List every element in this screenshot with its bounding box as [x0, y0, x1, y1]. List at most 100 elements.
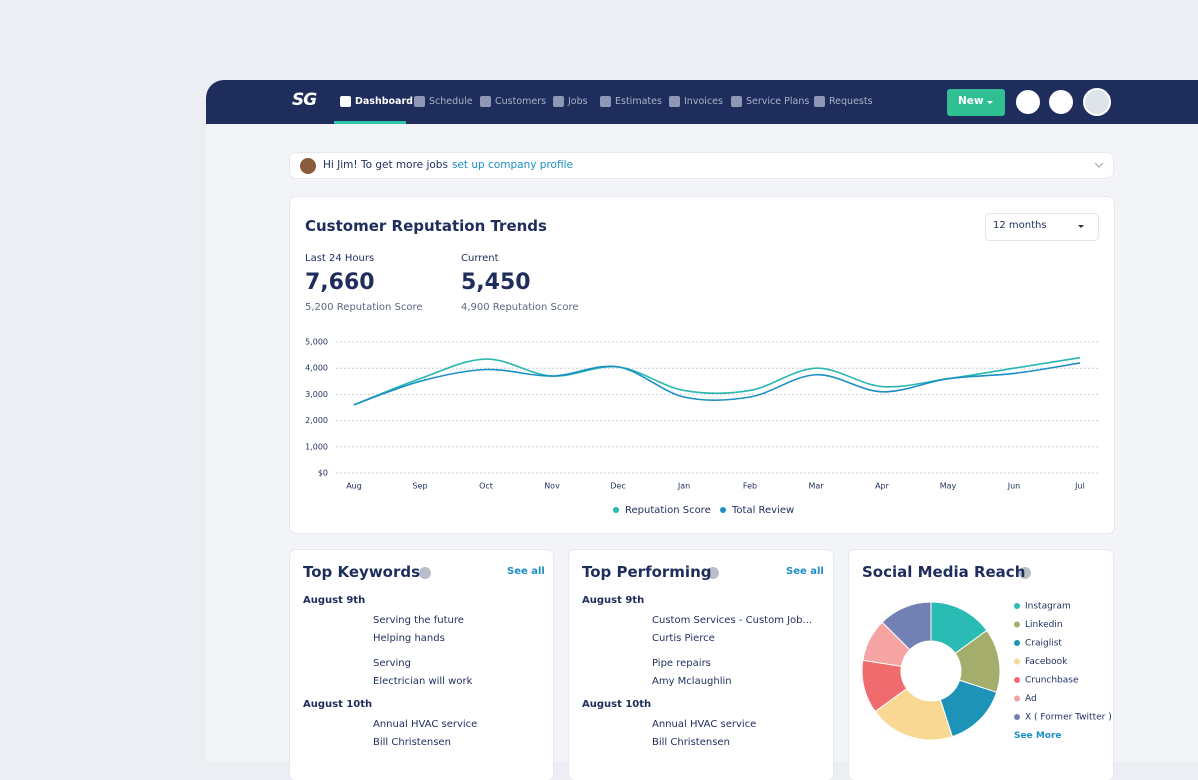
item-subtitle: Helping hands	[373, 633, 445, 644]
nav-item[interactable]: Service Plans	[746, 96, 810, 107]
date-label: August 10th	[582, 699, 652, 710]
item-title: Custom Services - Custom Job...	[652, 615, 813, 626]
card-title: Top Keywords	[303, 563, 421, 581]
new-button	[947, 89, 1005, 116]
new-button-label[interactable]: New	[958, 95, 984, 107]
legend-label: Reputation Score	[625, 505, 711, 516]
x-tick-label: Feb	[743, 482, 757, 491]
legend-dot	[1014, 695, 1020, 702]
reputation-card	[290, 197, 1114, 533]
stat-value: 5,450	[461, 270, 531, 295]
legend-label: Total Review	[731, 505, 794, 516]
legend-dot	[1014, 603, 1020, 609]
legend-dot	[1014, 714, 1020, 720]
nav-icon	[553, 96, 564, 107]
donut-segment	[881, 601, 932, 651]
y-tick-label: $0	[318, 469, 328, 478]
nav-item[interactable]: Estimates	[615, 96, 662, 107]
logo: SG	[292, 90, 317, 110]
item-subtitle: Bill Christensen	[373, 737, 451, 748]
see-all[interactable]: See all	[507, 566, 545, 577]
item-title: Serving	[373, 658, 411, 669]
item-title: Pipe repairs	[652, 658, 711, 669]
nav-item[interactable]: Dashboard	[355, 96, 413, 107]
x-tick-label: Apr	[875, 482, 890, 491]
item-title: Annual HVAC service	[652, 719, 757, 730]
legend-label: Ad	[1025, 694, 1037, 704]
item-subtitle: Bill Christensen	[652, 737, 730, 748]
item-title: Serving the future	[373, 615, 464, 626]
legend-dot	[1014, 640, 1020, 646]
nav-icon	[414, 96, 425, 107]
legend-dot	[613, 507, 619, 513]
active-underline	[334, 121, 406, 124]
nav-icon	[600, 96, 611, 107]
see-all[interactable]: See all	[786, 566, 824, 577]
stat-sub: 4,900 Reputation Score	[461, 302, 579, 313]
x-tick-label: Jan	[677, 482, 690, 491]
y-tick-label: 4,000	[305, 364, 328, 373]
y-tick-label: 5,000	[305, 338, 328, 347]
card-title: Customer Reputation Trends	[305, 217, 547, 235]
x-tick-label: Jul	[1074, 482, 1085, 491]
legend-label: X ( Former Twitter )	[1025, 713, 1112, 723]
stat-label: Last 24 Hours	[305, 253, 375, 264]
series-line	[353, 356, 1081, 406]
legend-label: Craiglist	[1025, 639, 1062, 649]
performing-card	[569, 550, 833, 780]
nav-icon	[340, 96, 351, 107]
x-tick-label: Dec	[610, 482, 625, 491]
banner	[290, 153, 1113, 178]
caret	[987, 101, 993, 104]
date-label: August 9th	[582, 595, 645, 606]
x-tick-label: May	[940, 482, 957, 491]
x-tick-label: Aug	[346, 482, 362, 491]
item-subtitle: Amy Mclaughlin	[652, 676, 732, 687]
nav-item[interactable]: Requests	[829, 96, 873, 107]
legend-dot	[720, 507, 726, 513]
nav-item[interactable]: Schedule	[429, 96, 473, 107]
x-tick-label: Oct	[479, 482, 493, 491]
period-label[interactable]: 12 months	[993, 220, 1047, 231]
nav-icon	[731, 96, 742, 107]
x-tick-label: Jun	[1007, 482, 1021, 491]
y-tick-label: 2,000	[305, 416, 328, 425]
stat-sub: 5,200 Reputation Score	[305, 302, 423, 313]
card-title: Top Performing	[582, 563, 712, 581]
stat-value: 7,660	[305, 270, 375, 295]
item-title: Annual HVAC service	[373, 719, 478, 730]
dropdown-caret	[1078, 225, 1084, 228]
x-tick-label: Sep	[412, 482, 427, 491]
nav-item[interactable]: Customers	[495, 96, 547, 107]
legend-dot	[1014, 658, 1020, 665]
stat-label: Current	[461, 253, 499, 264]
nav-icon	[669, 96, 680, 107]
see-more[interactable]: See More	[1014, 731, 1062, 741]
nav-icon-button	[1016, 90, 1040, 114]
date-label: August 10th	[303, 699, 373, 710]
banner-chevron	[1094, 162, 1104, 168]
help-icon	[419, 567, 431, 579]
nav-item[interactable]: Jobs	[568, 96, 588, 107]
overlay: $0 1,000 2,000 3,000 4,000 5,000 Aug Sep Oct Nov D…	[300, 88, 1112, 741]
nav-item[interactable]: Invoices	[684, 96, 723, 107]
x-tick-label: Mar	[808, 482, 824, 491]
x-tick-label: Nov	[544, 482, 560, 491]
page: $0 1,000 2,000 3,000 4,000 5,000 Aug Sep Oct Nov D…	[206, 80, 1198, 780]
card-title: Social Media Reach	[862, 563, 1026, 581]
legend-label: Instagram	[1025, 602, 1071, 612]
nav-icon	[480, 96, 491, 107]
item-subtitle: Curtis Pierce	[652, 633, 715, 644]
series-line	[353, 362, 1081, 406]
banner-greeting: Hi Jim! To get more jobs	[323, 159, 448, 171]
banner-link[interactable]: set up company profile	[452, 159, 573, 171]
y-tick-label: 1,000	[305, 442, 328, 451]
item-subtitle: Electrician will work	[373, 676, 473, 687]
legend-dot	[1014, 621, 1020, 628]
legend-dot	[1014, 677, 1020, 683]
avatar	[1083, 88, 1111, 116]
nav-icon-button	[1049, 90, 1073, 114]
help-icon	[1019, 567, 1031, 579]
date-label: August 9th	[303, 595, 366, 606]
banner-avatar	[300, 158, 316, 174]
